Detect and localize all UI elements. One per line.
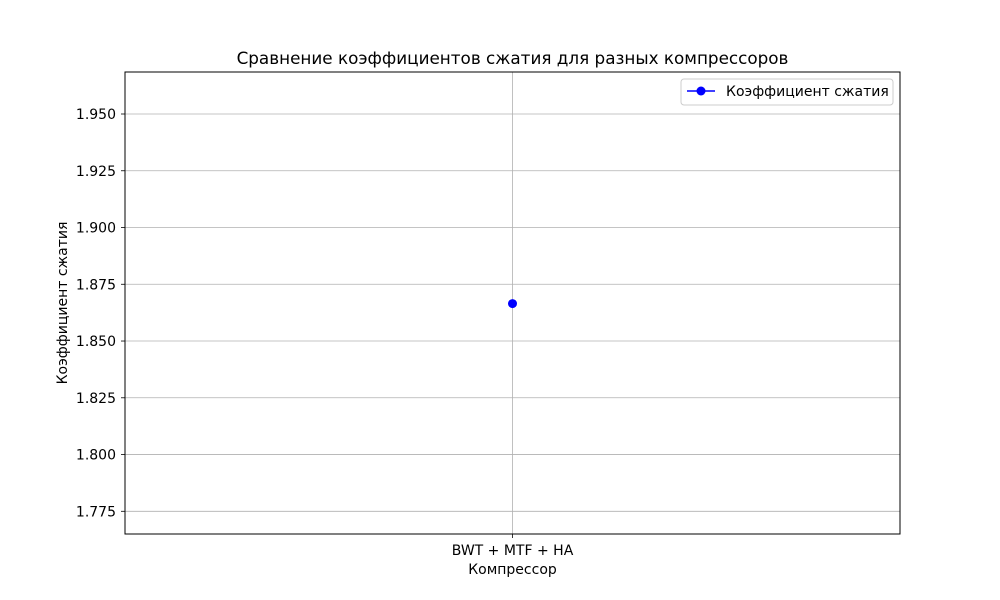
x-axis-title: Компрессор (468, 562, 557, 578)
data-series (508, 299, 517, 309)
axes: 1.775 1.800 1.825 1.850 1.875 1.900 1.925 1.950… (76, 107, 574, 559)
data-point (508, 299, 517, 309)
y-tick-label: 1.800 (76, 448, 116, 464)
y-tick-label: 1.925 (76, 164, 116, 180)
legend-box (680, 78, 894, 106)
y-tick-label: 1.900 (76, 221, 116, 237)
legend-series-marker (696, 86, 706, 96)
y-tick-label: 1.825 (76, 391, 116, 407)
x-tick-label: BWT + MTF + HA (452, 543, 574, 559)
grid-lines (125, 72, 900, 534)
y-tick-label: 1.775 (76, 504, 116, 520)
legend: Коэффициент сжатия (680, 78, 894, 106)
y-tick-label: 1.875 (76, 277, 116, 293)
y-tick-label: 1.950 (76, 107, 116, 123)
legend-series-label: Коэффициент сжатия (726, 84, 889, 100)
y-axis-title: Коэффициент сжатия (55, 222, 71, 385)
y-tick-label: 1.850 (76, 334, 116, 350)
chart-title: Сравнение коэффициентов сжатия для разны… (237, 48, 789, 68)
